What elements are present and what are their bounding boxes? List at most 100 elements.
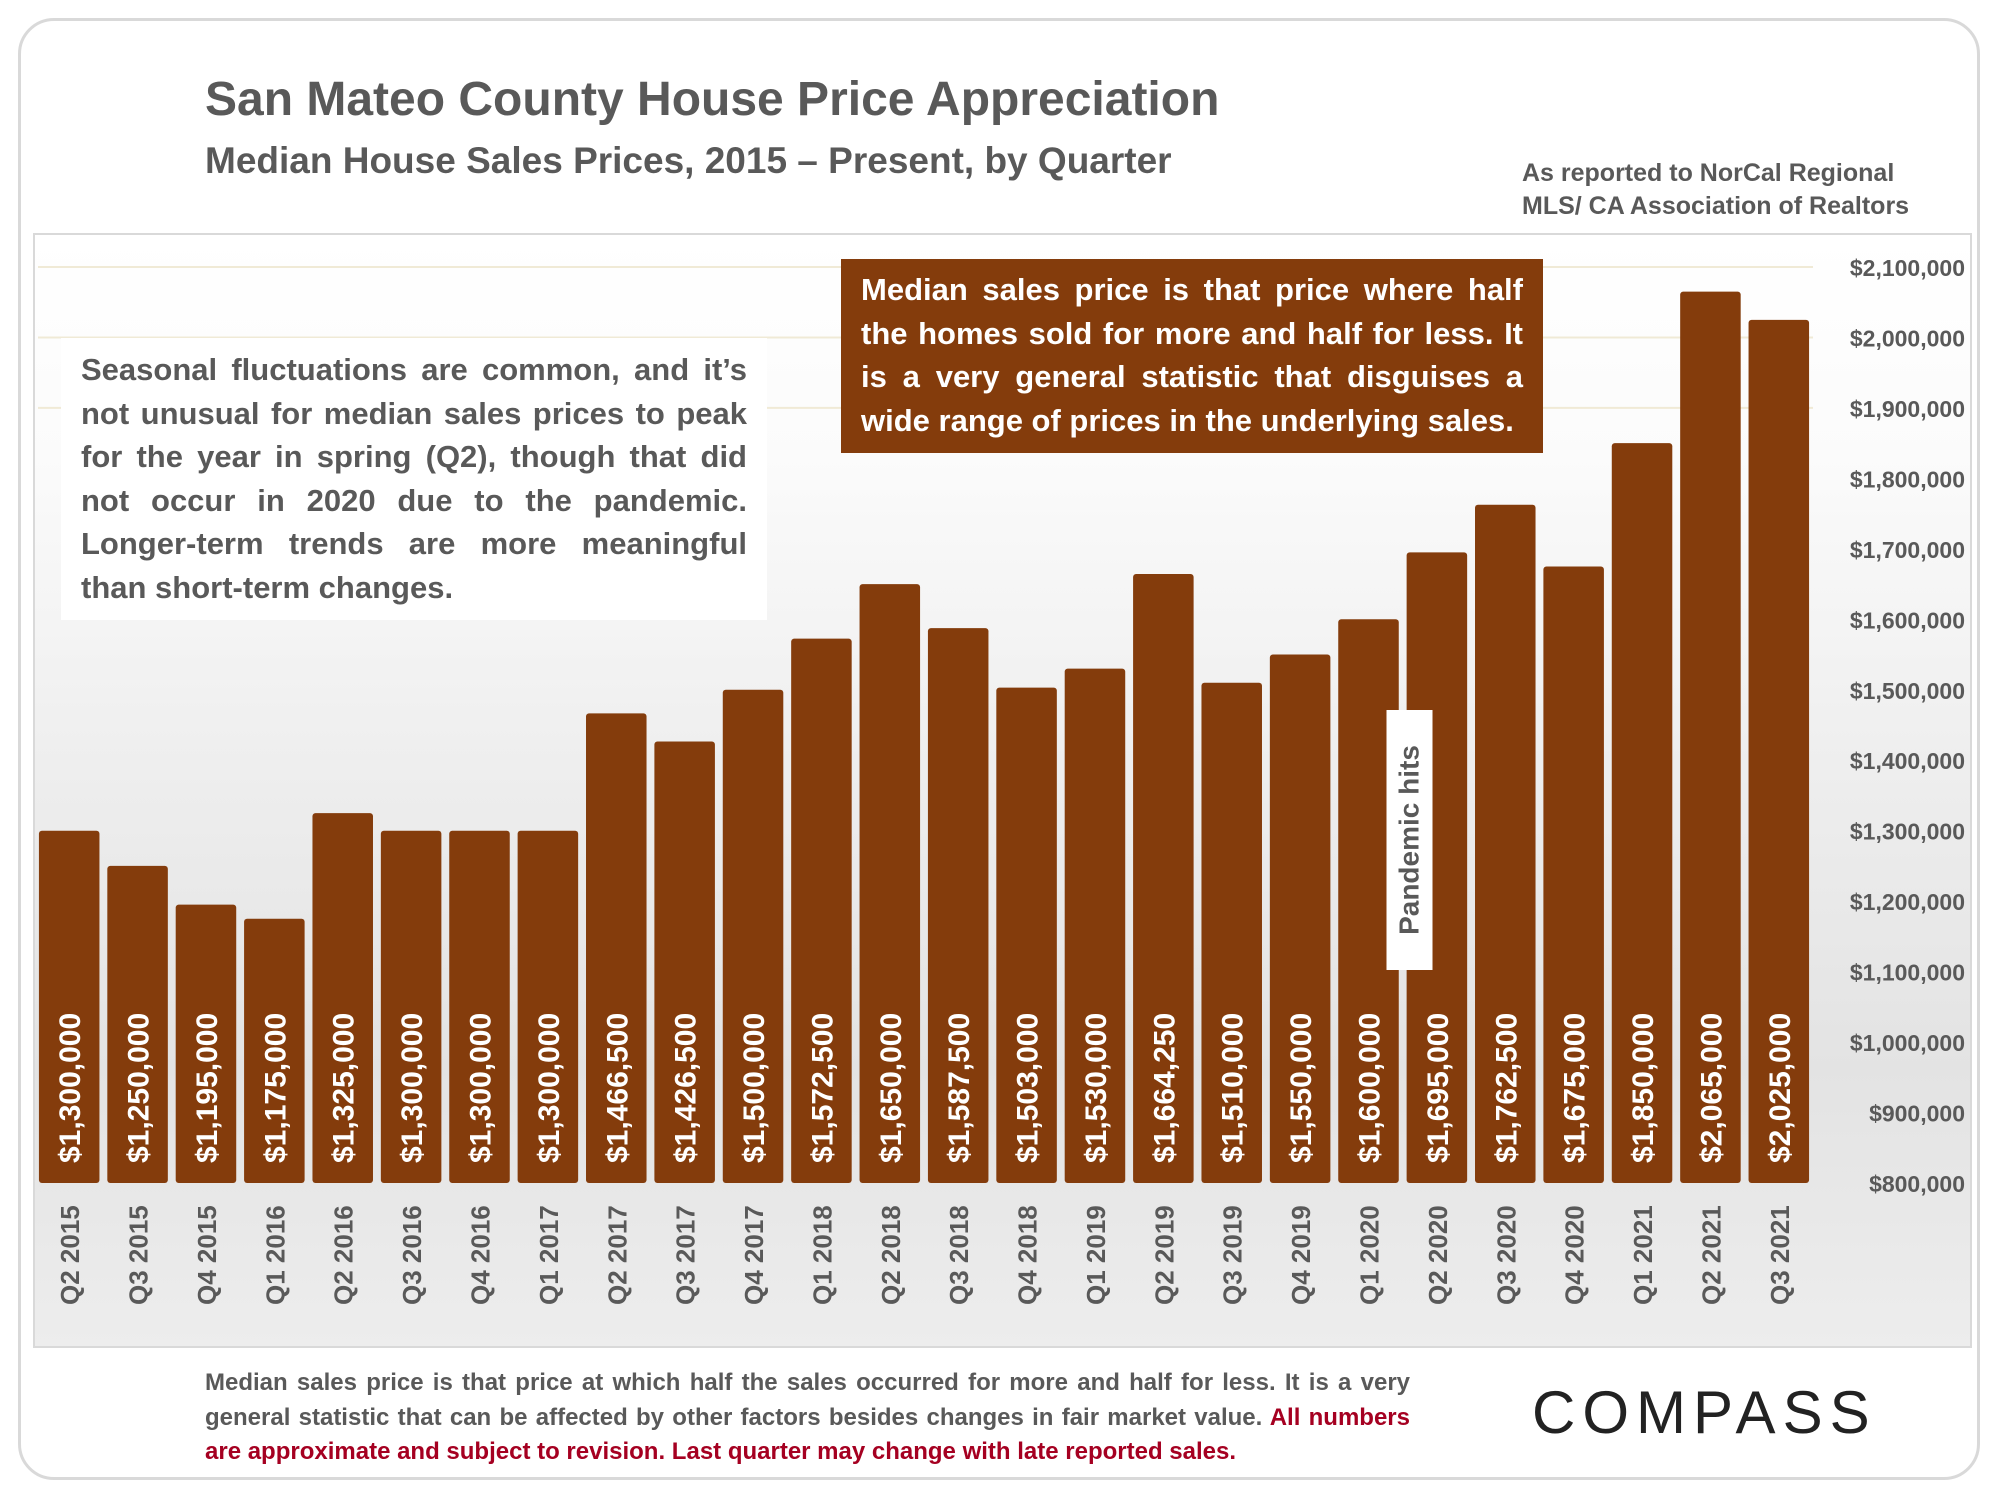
- chart-title: San Mateo County House Price Appreciatio…: [205, 73, 1220, 126]
- data-label: $1,530,000: [1080, 1013, 1113, 1163]
- data-label: $1,510,000: [1217, 1013, 1250, 1163]
- x-tick-label: Q4 2015: [192, 1205, 222, 1305]
- bar: [1748, 319, 1810, 1183]
- data-label: $1,195,000: [191, 1013, 224, 1163]
- y-tick-label: $1,700,000: [1850, 537, 1965, 563]
- bar: [1543, 566, 1604, 1183]
- median-definition-text: Median sales price is that price where h…: [861, 272, 1523, 438]
- bar: [517, 830, 579, 1183]
- x-tick-label: Q4 2019: [1286, 1205, 1316, 1305]
- data-label: $1,300,000: [465, 1013, 498, 1163]
- x-tick-label: Q2 2017: [602, 1205, 632, 1305]
- y-tick-label: $1,500,000: [1850, 678, 1965, 704]
- data-label: $1,572,500: [806, 1013, 839, 1163]
- median-definition-box: Median sales price is that price where h…: [841, 259, 1543, 453]
- compass-logo: COMPASS: [1532, 1379, 1877, 1446]
- bar: [1680, 291, 1741, 1184]
- seasonal-note-text: Seasonal fluctuations are common, and it…: [81, 352, 747, 605]
- y-tick-label: $1,100,000: [1850, 960, 1965, 986]
- data-label: $1,695,000: [1422, 1013, 1455, 1163]
- bar: [1338, 619, 1399, 1183]
- x-tick-label: Q3 2015: [124, 1205, 154, 1305]
- y-tick-label: $2,000,000: [1850, 325, 1965, 351]
- chart-subtitle: Median House Sales Prices, 2015 – Presen…: [205, 140, 1172, 181]
- data-label: $1,300,000: [396, 1013, 429, 1163]
- bar: [175, 904, 237, 1183]
- annotation-label: Pandemic hits: [1394, 745, 1425, 935]
- bar: [996, 687, 1057, 1183]
- x-tick-label: Q4 2018: [1013, 1205, 1043, 1305]
- bar: [1611, 443, 1673, 1184]
- bar: [927, 628, 989, 1183]
- data-label: $1,500,000: [738, 1013, 771, 1163]
- data-label: $1,587,500: [943, 1013, 976, 1163]
- data-label: $1,675,000: [1559, 1013, 1592, 1163]
- x-tick-label: Q3 2020: [1491, 1205, 1521, 1305]
- x-tick-label: Q2 2018: [876, 1205, 906, 1305]
- x-tick-label: Q1 2020: [1355, 1205, 1385, 1305]
- data-label: $1,664,250: [1148, 1013, 1181, 1163]
- x-tick-label: Q2 2019: [1149, 1205, 1179, 1305]
- bar: [1475, 504, 1536, 1183]
- x-tick-label: Q2 2016: [329, 1205, 359, 1305]
- footnote-definition: Median sales price is that price at whic…: [205, 1369, 1276, 1396]
- x-tick-label: Q3 2017: [671, 1205, 701, 1305]
- bar: [654, 741, 715, 1183]
- y-tick-label: $800,000: [1869, 1171, 1965, 1197]
- bar: [380, 830, 442, 1183]
- y-tick-label: $1,200,000: [1850, 889, 1965, 915]
- y-tick-label: $1,800,000: [1850, 466, 1965, 492]
- source-note: As reported to NorCal Regional MLS/ CA A…: [1522, 157, 1942, 223]
- y-tick-label: $1,600,000: [1850, 607, 1965, 633]
- data-label: $1,650,000: [875, 1013, 908, 1163]
- footnote: Median sales price is that price at whic…: [205, 1366, 1410, 1470]
- bar: [312, 813, 373, 1183]
- bar: [722, 689, 784, 1183]
- x-tick-label: Q2 2021: [1696, 1205, 1726, 1305]
- data-label: $1,550,000: [1285, 1013, 1318, 1163]
- data-label: $1,762,500: [1490, 1013, 1523, 1163]
- source-line-2: MLS/ CA Association of Realtors: [1522, 192, 1910, 220]
- y-tick-label: $1,000,000: [1850, 1030, 1965, 1056]
- data-label: $1,250,000: [123, 1013, 156, 1163]
- pandemic-annotation: Pandemic hits: [1386, 710, 1433, 970]
- bar: [107, 865, 168, 1183]
- bar: [859, 584, 921, 1183]
- y-tick-label: $1,300,000: [1850, 819, 1965, 845]
- x-tick-label: Q4 2016: [466, 1205, 496, 1305]
- data-label: $1,426,500: [670, 1013, 703, 1163]
- x-tick-label: Q2 2015: [55, 1205, 85, 1305]
- bar: [449, 830, 510, 1183]
- x-tick-label: Q1 2017: [534, 1205, 564, 1305]
- y-tick-label: $2,100,000: [1850, 255, 1965, 281]
- data-label: $2,065,000: [1695, 1013, 1728, 1163]
- y-tick-label: $1,400,000: [1850, 748, 1965, 774]
- x-tick-label: Q4 2017: [739, 1205, 769, 1305]
- source-line-1: As reported to NorCal Regional: [1522, 159, 1895, 187]
- data-label: $1,503,000: [1012, 1013, 1045, 1163]
- bar: [586, 713, 647, 1183]
- data-label: $1,300,000: [54, 1013, 87, 1163]
- bar: [1201, 682, 1262, 1183]
- bar: [1269, 654, 1331, 1183]
- bar: [1064, 668, 1126, 1183]
- x-tick-label: Q3 2019: [1218, 1205, 1248, 1305]
- data-label: $1,175,000: [259, 1013, 292, 1163]
- x-tick-label: Q1 2018: [807, 1205, 837, 1305]
- x-tick-label: Q3 2016: [397, 1205, 427, 1305]
- bar: [791, 638, 852, 1183]
- x-tick-label: Q1 2019: [1081, 1205, 1111, 1305]
- x-tick-label: Q3 2018: [944, 1205, 974, 1305]
- x-tick-label: Q1 2021: [1628, 1205, 1658, 1305]
- data-label: $1,850,000: [1627, 1013, 1660, 1163]
- y-tick-label: $900,000: [1869, 1101, 1965, 1127]
- bar: [1133, 574, 1194, 1183]
- footnote-disclaimer: All numbers are approximate and subject …: [205, 1403, 1410, 1466]
- data-label: $2,025,000: [1764, 1013, 1797, 1163]
- x-tick-label: Q1 2016: [260, 1205, 290, 1305]
- data-label: $1,325,000: [328, 1013, 361, 1163]
- bar: [38, 830, 100, 1183]
- x-tick-label: Q4 2020: [1560, 1205, 1590, 1305]
- footnote-caveat: It is a very general statistic that can …: [205, 1369, 1411, 1431]
